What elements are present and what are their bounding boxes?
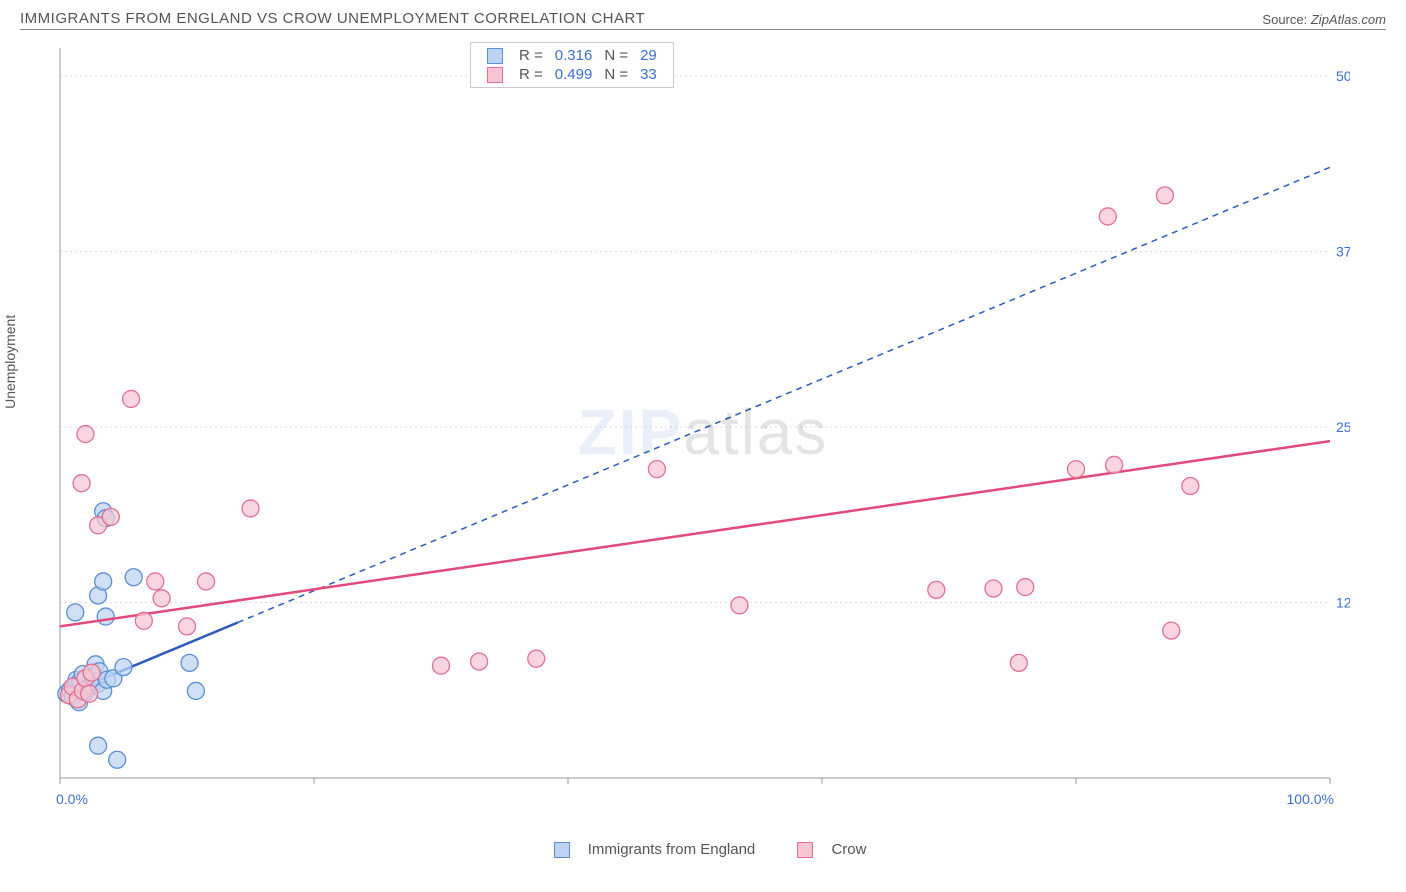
data-point bbox=[73, 475, 90, 492]
data-point bbox=[90, 737, 107, 754]
n-label: N = bbox=[598, 65, 634, 84]
data-point bbox=[648, 461, 665, 478]
data-point bbox=[985, 580, 1002, 597]
data-point bbox=[153, 590, 170, 607]
data-point bbox=[528, 650, 545, 667]
svg-text:12.5%: 12.5% bbox=[1336, 595, 1350, 611]
r-value: 0.499 bbox=[549, 65, 599, 84]
data-point bbox=[81, 685, 98, 702]
data-point bbox=[1010, 654, 1027, 671]
data-point bbox=[1017, 579, 1034, 596]
n-value: 33 bbox=[634, 65, 663, 84]
svg-text:100.0%: 100.0% bbox=[1287, 791, 1334, 807]
r-label: R = bbox=[513, 65, 549, 84]
n-label: N = bbox=[598, 46, 634, 65]
correlation-legend-table: R =0.316N =29R =0.499N =33 bbox=[481, 46, 663, 84]
scatter-plot-svg: 12.5% 25.0% 37.5% 50.0% 0.0% 100.0% bbox=[20, 38, 1350, 818]
data-point bbox=[83, 664, 100, 681]
legend-row-england: R =0.316N =29 bbox=[481, 46, 663, 65]
data-point bbox=[147, 573, 164, 590]
data-point bbox=[198, 573, 215, 590]
svg-text:37.5%: 37.5% bbox=[1336, 244, 1350, 260]
data-point bbox=[1068, 461, 1085, 478]
data-point bbox=[187, 682, 204, 699]
r-value: 0.316 bbox=[549, 46, 599, 65]
svg-text:25.0%: 25.0% bbox=[1336, 419, 1350, 435]
legend-item-crow: Crow bbox=[783, 841, 866, 858]
data-point bbox=[123, 390, 140, 407]
data-point bbox=[1163, 622, 1180, 639]
data-point bbox=[433, 657, 450, 674]
data-point bbox=[95, 573, 112, 590]
data-point bbox=[109, 751, 126, 768]
data-point bbox=[731, 597, 748, 614]
data-point bbox=[135, 612, 152, 629]
y-axis-label: Unemployment bbox=[2, 315, 18, 409]
n-value: 29 bbox=[634, 46, 663, 65]
correlation-legend: R =0.316N =29R =0.499N =33 bbox=[470, 42, 674, 88]
header-bar: IMMIGRANTS FROM ENGLAND VS CROW UNEMPLOY… bbox=[20, 10, 1386, 30]
data-point bbox=[179, 618, 196, 635]
data-point bbox=[471, 653, 488, 670]
data-point bbox=[1106, 456, 1123, 473]
svg-text:50.0%: 50.0% bbox=[1336, 68, 1350, 84]
legend-item-england: Immigrants from England bbox=[540, 841, 756, 858]
data-point bbox=[77, 426, 94, 443]
legend-row-crow: R =0.499N =33 bbox=[481, 65, 663, 84]
source-value: ZipAtlas.com bbox=[1311, 12, 1386, 27]
data-point bbox=[928, 581, 945, 598]
data-point bbox=[125, 569, 142, 586]
data-point bbox=[1099, 208, 1116, 225]
r-label: R = bbox=[513, 46, 549, 65]
data-point bbox=[97, 608, 114, 625]
data-point bbox=[1182, 478, 1199, 495]
chart-container: Unemployment ZIPatlas 12.5%25.0%37.5%50.… bbox=[20, 38, 1386, 858]
source-citation: Source: ZipAtlas.com bbox=[1262, 12, 1386, 27]
source-label: Source: bbox=[1262, 12, 1307, 27]
data-point bbox=[1156, 187, 1173, 204]
data-point bbox=[115, 659, 132, 676]
svg-text:0.0%: 0.0% bbox=[56, 791, 88, 807]
series-legend: Immigrants from England Crow bbox=[20, 841, 1386, 858]
data-point bbox=[102, 508, 119, 525]
data-point bbox=[67, 604, 84, 621]
data-point bbox=[242, 500, 259, 517]
chart-title: IMMIGRANTS FROM ENGLAND VS CROW UNEMPLOY… bbox=[20, 10, 645, 27]
data-point bbox=[181, 654, 198, 671]
